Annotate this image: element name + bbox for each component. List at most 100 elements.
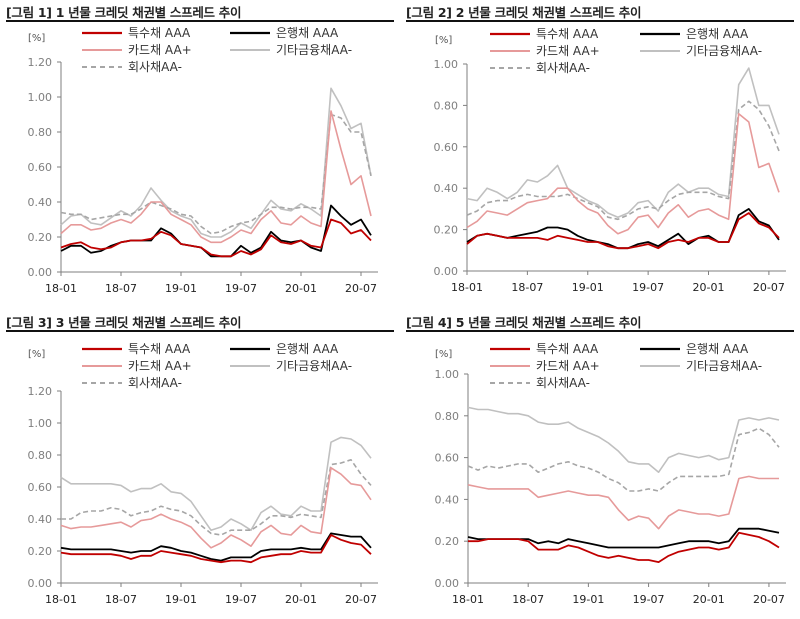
y-tick-label: 0.60 [28,481,53,494]
y-tick-label: 0.60 [435,452,460,465]
x-tick-label: 18-07 [105,282,137,295]
legend-label: 특수채 AAA [128,26,191,40]
y-tick-label: 1.00 [28,91,53,104]
title-rule [406,330,794,332]
x-tick-label: 18-07 [512,593,544,606]
legend-label: 회사채AA- [128,376,182,390]
series-line-1 [466,212,780,250]
x-tick-label: 19-07 [225,593,257,606]
legend-label: 회사채AA- [128,60,182,74]
chart-title: [그림 2] 2 년물 크레딧 채권별 스프레드 추이 [406,5,642,20]
legend-label: 카드채 AA+ [536,359,600,373]
y-tick-label: 0.20 [28,231,53,244]
y-tick-label: 1.20 [28,385,53,398]
series-line-3 [60,110,372,244]
legend-label: 회사채AA- [536,61,590,75]
x-tick-label: 20-01 [285,593,317,606]
legend-label: 기타금융채AA- [686,359,762,373]
y-axis-unit: [%] [28,33,45,44]
series-line-4 [467,406,780,473]
y-tick-label: 0.20 [435,535,460,548]
legend-label: 카드채 AA+ [536,44,600,58]
chart-panel-2: [그림 2] 2 년물 크레딧 채권별 스프레드 추이 0.00 0.20 0.40 0… [400,0,800,305]
title-rule [6,20,394,22]
y-tick-label: 0.20 [434,224,459,237]
x-tick-label: 20-07 [753,593,785,606]
series-line-5 [466,100,780,221]
y-tick-label: 0.80 [28,126,53,139]
series-line-1 [60,534,372,564]
y-tick-label: 0.80 [435,410,460,423]
y-tick-label: 1.00 [434,58,459,71]
series-line-2 [467,527,780,549]
y-tick-label: 0.60 [28,161,53,174]
y-tick-label: 0.20 [28,545,53,558]
series-line-5 [60,113,372,235]
chart-panel-1: [그림 1] 1 년물 크레딧 채권별 스프레드 추이 0.00 0.20 0.40 0… [0,0,400,305]
y-tick-label: 0.60 [434,141,459,154]
legend-label: 은행채 AAA [276,25,339,40]
x-tick-label: 20-07 [345,593,377,606]
x-tick-label: 20-01 [693,593,725,606]
y-axis-unit: [%] [435,349,452,360]
y-tick-label: 0.40 [28,196,53,209]
y-tick-label: 1.00 [435,368,460,381]
line-chart: 0.00 0.20 0.40 0.60 0.80 1.00 18-01 18-07 19-01 1… [435,341,786,606]
x-tick-label: 19-01 [165,282,197,295]
y-tick-label: 0.00 [28,266,53,279]
series-line-5 [61,459,372,536]
chart-panel-3: [그림 3] 3 년물 크레딧 채권별 스프레드 추이 0.00 0.20 0.40 0… [0,310,400,615]
series-line-5 [467,427,780,492]
y-tick-label: 0.00 [435,577,460,590]
series-line-2 [60,532,372,562]
x-tick-label: 19-01 [165,593,197,606]
series-line-3 [60,467,372,549]
chart-title: [그림 4] 5 년물 크레딧 채권별 스프레드 추이 [406,315,642,330]
chart-title: [그림 3] 3 년물 크레딧 채권별 스프레드 추이 [6,315,242,330]
line-chart: 0.00 0.20 0.40 0.60 0.80 1.00 18-01 18-07 19-01 1… [434,26,786,294]
x-tick-label: 18-01 [45,282,77,295]
chart-title: [그림 1] 1 년물 크레딧 채권별 스프레드 추이 [6,5,242,20]
x-tick-label: 18-01 [451,281,483,294]
y-tick-label: 0.40 [434,182,459,195]
series-line-3 [467,475,779,530]
x-tick-label: 19-01 [572,281,604,294]
legend-label: 기타금융채AA- [276,43,352,57]
x-tick-label: 18-01 [452,593,484,606]
y-tick-label: 0.00 [28,577,53,590]
legend-label: 기타금융채AA- [686,44,762,58]
y-tick-label: 0.80 [28,449,53,462]
line-chart: 0.00 0.20 0.40 0.60 0.80 1.00 1.20 18-01 18-07 19… [28,341,378,606]
chart-panel-4: [그림 4] 5 년물 크레딧 채권별 스프레드 추이 0.00 0.20 0.40 0… [400,310,800,615]
legend-label: 특수채 AAA [128,342,191,356]
x-tick-label: 20-07 [753,281,785,294]
legend-label: 은행채 AAA [686,341,749,356]
legend-label: 회사채AA- [536,376,590,390]
legend-label: 특수채 AAA [536,342,599,356]
y-tick-label: 0.80 [434,99,459,112]
legend-label: 은행채 AAA [276,341,339,356]
x-tick-label: 18-07 [511,281,543,294]
title-rule [6,330,394,332]
y-tick-label: 0.40 [28,513,53,526]
x-tick-label: 19-07 [632,281,664,294]
y-tick-label: 0.40 [435,493,460,506]
x-tick-label: 20-01 [693,281,725,294]
title-rule [406,20,794,22]
line-chart: 0.00 0.20 0.40 0.60 0.80 1.00 1.20 18-01 18-07 19… [28,25,378,295]
x-tick-label: 18-01 [45,593,77,606]
series-line-1 [468,531,780,564]
legend-label: 특수채 AAA [536,27,599,41]
legend-label: 카드채 AA+ [128,43,192,57]
series-line-4 [466,67,780,218]
series-line-3 [466,112,780,235]
x-tick-label: 19-07 [633,593,665,606]
x-tick-label: 20-01 [285,282,317,295]
series-line-4 [60,436,372,531]
legend-label: 은행채 AAA [686,26,749,41]
legend-label: 카드채 AA+ [128,359,192,373]
y-axis-unit: [%] [435,35,452,46]
series-line-4 [60,87,372,238]
y-tick-label: 0.00 [434,265,459,278]
x-tick-label: 19-01 [572,593,604,606]
